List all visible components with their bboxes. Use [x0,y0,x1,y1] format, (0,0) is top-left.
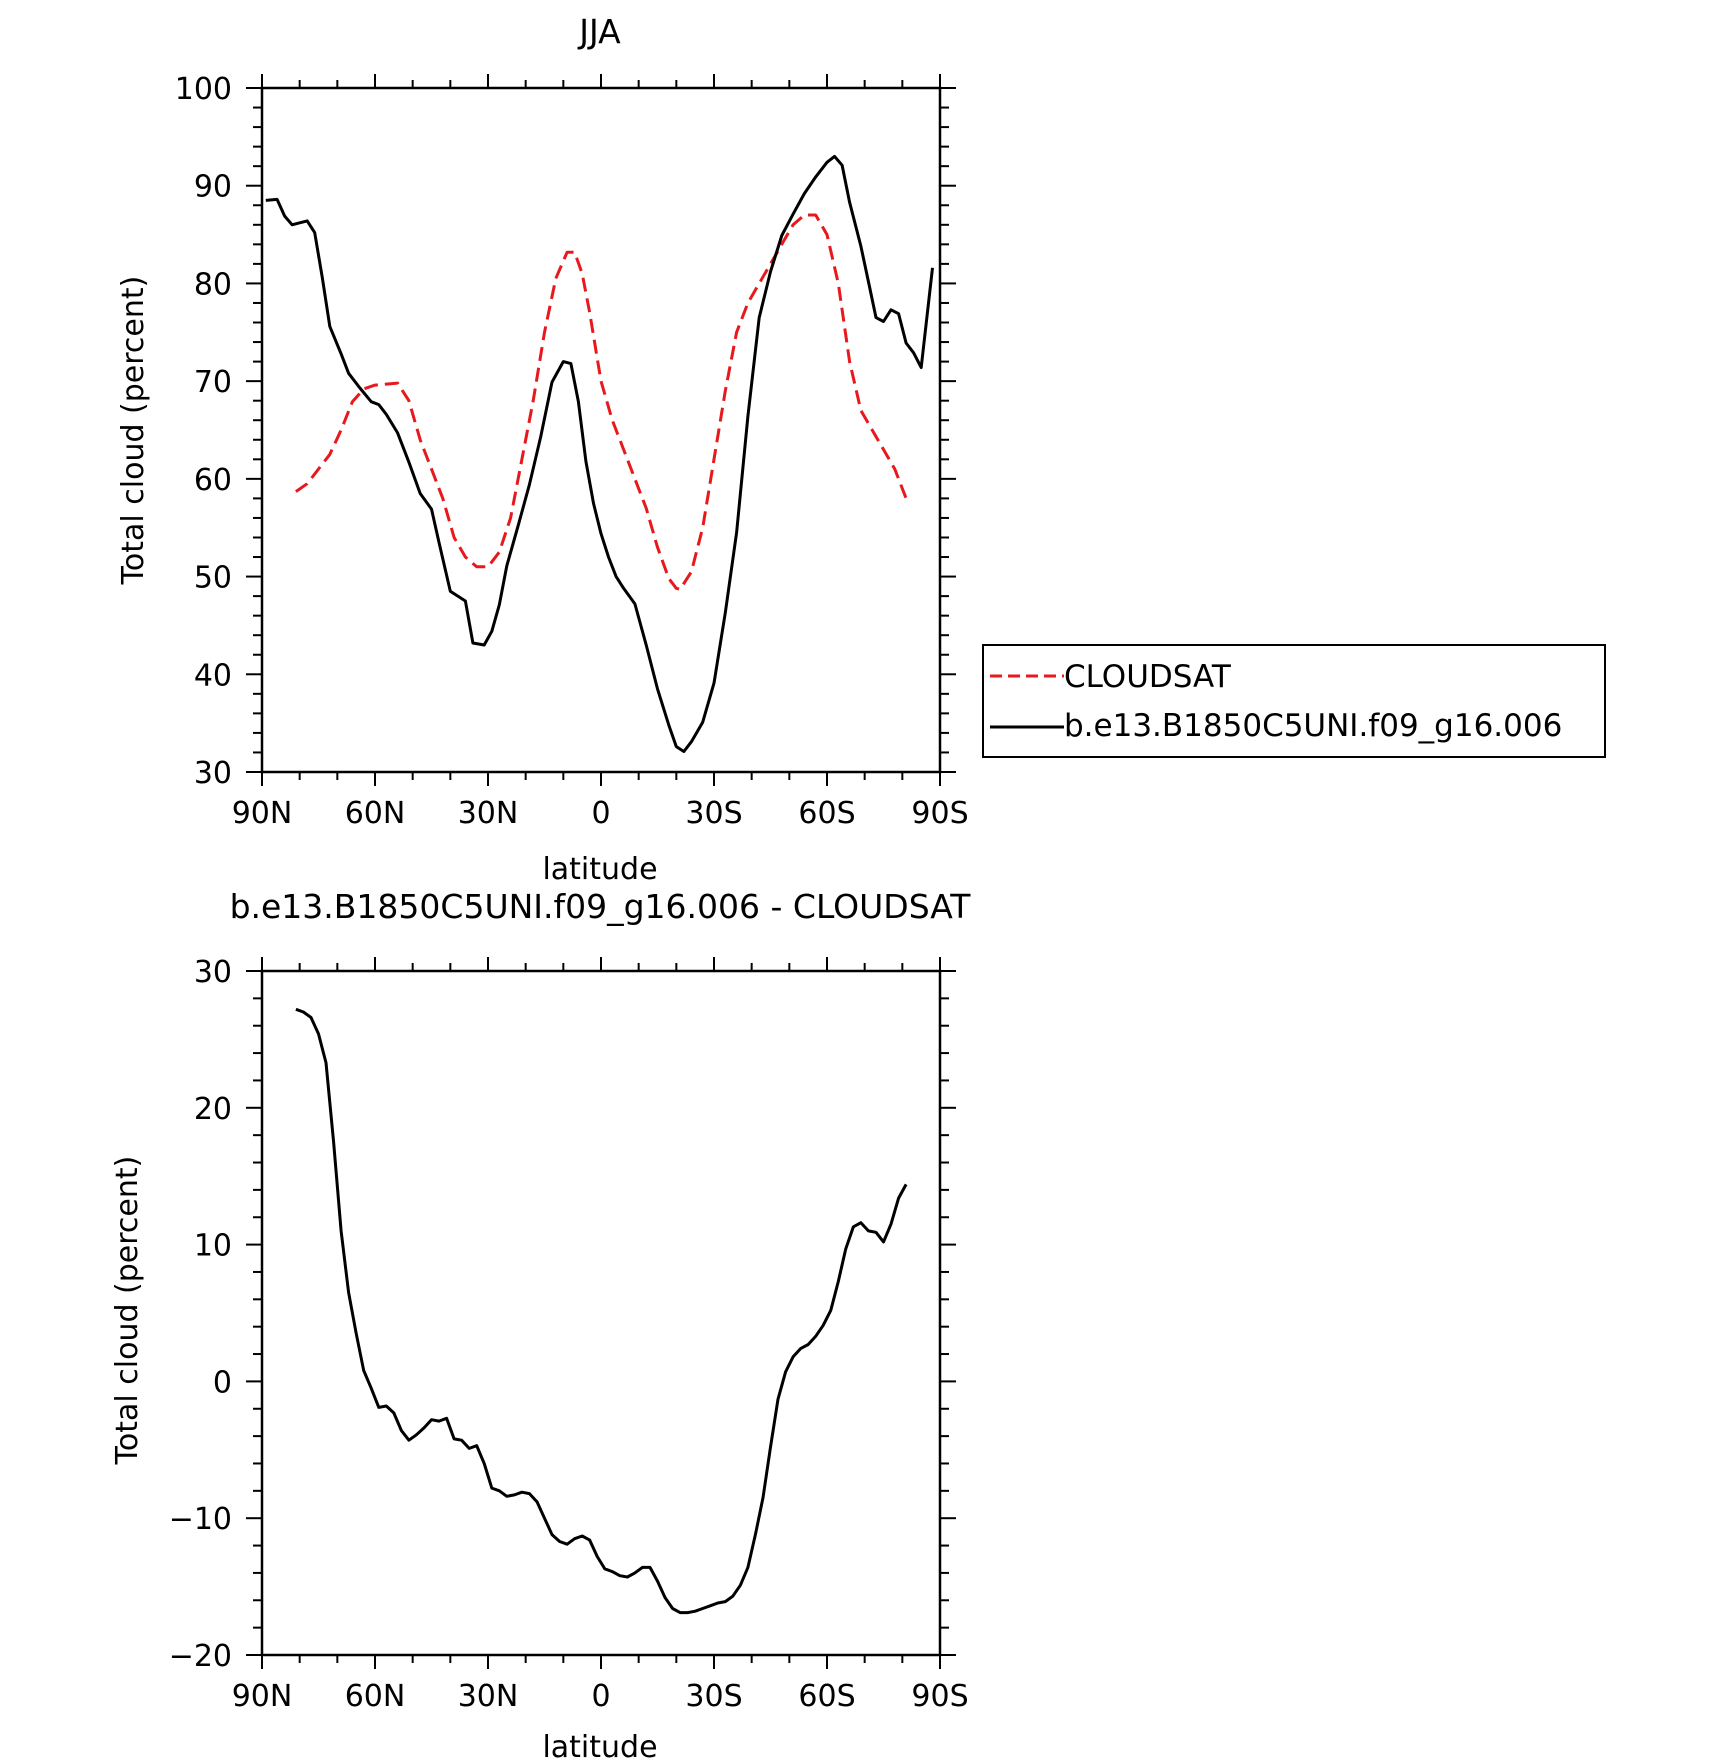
panel-top-frame [260,86,942,774]
panel-top-series-line-cloudsat [295,213,908,591]
panel-bottom-y-tick-label: −20 [169,1639,232,1674]
panel-bottom-series [295,1007,908,1615]
panel-bottom-x-tick-label: 30N [458,1679,519,1714]
panel-bottom-x-tick-label: 60N [345,1679,406,1714]
panel-top-y-tick-labels: 30 40 50 60 70 80 90 100 [175,72,232,791]
panel-top-y-axis-label: Total cloud (percent) [116,276,151,586]
panel-bottom-y-tick-label: 0 [213,1365,232,1400]
panel-top-x-axis-label: latitude [542,852,657,887]
panel-bottom-x-tick-label: 60S [798,1679,855,1714]
panel-top-x-tick-label: 90N [232,796,293,831]
panel-top-y-tick-label: 80 [194,267,232,302]
panel-top-x-tick-label: 30N [458,796,519,831]
panel-bottom-y-tick-label: 20 [194,1092,232,1127]
legend-label-model: b.e13.B1850C5UNI.f09_g16.006 [1064,708,1562,744]
panel-top-y-tick-label: 70 [194,365,232,400]
panel-top-x-tick-label: 60S [798,796,855,831]
panel-bottom-title: b.e13.B1850C5UNI.f09_g16.006 - CLOUDSAT [230,887,972,926]
panel-top-x-tick-label: 0 [591,796,610,831]
panel-top-title: JJA [577,12,621,51]
panel-top-x-tick-labels: 90N 60N 30N 0 30S 60S 90S [232,796,969,831]
panel-top-y-tick-label: 90 [194,170,232,205]
panel-bottom-x-tick-label: 30S [685,1679,742,1714]
legend-label-cloudsat: CLOUDSAT [1064,659,1232,695]
panel-top: JJA 90N 60N 30N 0 30S 60S 90S 30 40 50 60 70 80 90 10… [116,12,1606,887]
panel-bottom-x-tick-label: 90S [911,1679,968,1714]
panel-bottom-x-tick-labels: 90N 60N 30N 0 30S 60S 90S [232,1679,969,1714]
panel-bottom-x-tick-label: 90N [232,1679,293,1714]
panel-bottom-y-tick-label: 10 [194,1229,232,1264]
panel-top-series-line-model [265,154,934,753]
legend: CLOUDSAT b.e13.B1850C5UNI.f09_g16.006 [982,644,1606,758]
panel-bottom-x-tick-label: 0 [591,1679,610,1714]
panel-bottom-y-tick-label: −10 [169,1502,232,1537]
panel-top-plot-frame [260,86,942,774]
panel-bottom-ticks [246,957,956,1669]
panel-top-y-tick-label: 60 [194,463,232,498]
panel-bottom-x-axis-label: latitude [542,1730,657,1762]
panel-top-x-tick-label: 90S [911,796,968,831]
panel-bottom-frame [260,969,942,1657]
panel-bottom-y-tick-labels: −20 −10 0 10 20 30 [169,955,232,1674]
panel-top-series [265,154,934,753]
panel-top-y-tick-label: 100 [175,72,232,107]
panel-top-ticks [246,74,956,786]
panel-top-y-tick-label: 30 [194,756,232,791]
panel-top-x-tick-label: 30S [685,796,742,831]
panel-top-y-tick-label: 40 [194,658,232,693]
panel-bottom-y-tick-label: 30 [194,955,232,990]
panel-bottom-y-axis-label: Total cloud (percent) [110,1156,145,1466]
panel-top-y-tick-label: 50 [194,561,232,596]
panel-bottom-plot-frame [260,969,942,1657]
panel-bottom-series-line-difference [295,1007,908,1615]
panel-top-x-tick-label: 60N [345,796,406,831]
panel-bottom: b.e13.B1850C5UNI.f09_g16.006 - CLOUDSAT … [110,887,971,1762]
legend-box [982,644,1606,758]
